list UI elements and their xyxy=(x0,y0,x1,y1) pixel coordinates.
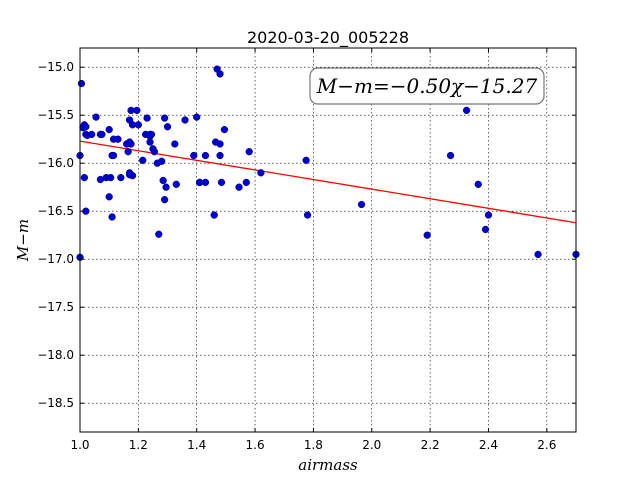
data-point xyxy=(245,148,253,156)
x-tick-label: 2.4 xyxy=(479,438,498,452)
data-points xyxy=(76,65,580,261)
y-tick-label: −18.5 xyxy=(37,396,74,410)
x-tick-label: 1.0 xyxy=(70,438,89,452)
data-point xyxy=(150,148,159,156)
data-point xyxy=(146,138,154,146)
x-tick-label: 1.2 xyxy=(129,438,148,452)
fit-equation: M−m=−0.50χ−15.27 xyxy=(316,74,538,98)
data-point xyxy=(446,151,455,160)
data-point xyxy=(77,79,86,88)
y-tick-label: −15.0 xyxy=(37,60,74,74)
data-point xyxy=(257,169,265,177)
data-point xyxy=(216,70,224,78)
data-point xyxy=(303,211,312,219)
fit-line-group xyxy=(79,140,577,224)
data-point xyxy=(96,175,105,184)
data-point xyxy=(462,106,471,115)
data-point xyxy=(106,173,115,182)
fit-annotation: M−m=−0.50χ−15.27 xyxy=(309,67,545,105)
data-point xyxy=(82,123,90,131)
data-point xyxy=(155,230,163,238)
data-point xyxy=(88,130,96,139)
data-point xyxy=(481,225,490,234)
x-tick-label: 2.0 xyxy=(362,438,381,452)
data-point xyxy=(124,148,132,156)
data-point xyxy=(220,125,229,134)
data-point xyxy=(181,116,189,124)
grid-lines xyxy=(79,48,576,432)
data-point xyxy=(134,121,143,129)
data-point xyxy=(105,193,113,201)
x-axis-label: airmass xyxy=(298,456,358,474)
x-tick-label: 1.8 xyxy=(304,438,323,452)
y-tick-label: −17.5 xyxy=(37,300,74,314)
x-tick-label: 2.2 xyxy=(421,438,440,452)
data-point xyxy=(146,130,154,139)
data-point xyxy=(534,250,542,259)
data-point xyxy=(109,151,118,160)
data-point xyxy=(92,113,100,121)
data-point xyxy=(190,151,198,160)
data-point xyxy=(125,171,134,179)
data-point xyxy=(125,138,134,146)
data-point xyxy=(163,123,172,131)
data-point xyxy=(302,156,310,164)
data-point xyxy=(117,173,125,182)
data-point xyxy=(201,151,210,160)
data-point xyxy=(162,183,170,191)
y-tick-label: −16.5 xyxy=(37,204,74,218)
y-tick-label: −17.0 xyxy=(37,252,74,266)
data-point xyxy=(423,231,431,239)
data-point xyxy=(160,196,169,204)
data-point xyxy=(158,157,166,165)
data-point xyxy=(105,125,113,134)
data-point xyxy=(210,211,218,219)
data-point xyxy=(474,180,482,188)
y-axis-label: M−m xyxy=(14,219,32,262)
data-point xyxy=(114,135,122,143)
y-tick-label: −18.0 xyxy=(37,348,74,362)
data-point xyxy=(133,106,141,115)
data-point xyxy=(193,113,201,121)
chart-title: 2020-03-20_005228 xyxy=(247,28,409,48)
data-point xyxy=(242,178,250,187)
data-point xyxy=(172,180,180,188)
x-tick-label: 2.6 xyxy=(537,438,556,452)
axis-ticks: 1.0 1.2 1.4 1.6 1.8 2.0 2.2 2.4 2.6 −15.0 −15.5 −16… xyxy=(37,48,576,452)
data-point xyxy=(484,211,493,219)
data-point xyxy=(160,114,169,122)
x-tick-label: 1.4 xyxy=(187,438,206,452)
plot-frame xyxy=(79,47,577,433)
data-point xyxy=(201,178,210,187)
data-point xyxy=(171,140,179,148)
data-point xyxy=(98,130,106,139)
data-point xyxy=(235,183,243,191)
y-tick-label: −15.5 xyxy=(37,108,74,122)
data-point xyxy=(217,178,226,187)
data-point xyxy=(216,140,224,148)
fit-line xyxy=(79,140,577,224)
data-point xyxy=(139,156,147,164)
data-point xyxy=(80,173,89,182)
data-point xyxy=(216,151,224,160)
annotation-box xyxy=(309,67,545,105)
y-tick-label: −16.0 xyxy=(37,156,74,170)
data-point xyxy=(357,200,366,209)
data-point xyxy=(108,213,116,221)
data-point xyxy=(159,176,167,185)
data-point xyxy=(143,114,151,122)
x-tick-label: 1.6 xyxy=(246,438,265,452)
